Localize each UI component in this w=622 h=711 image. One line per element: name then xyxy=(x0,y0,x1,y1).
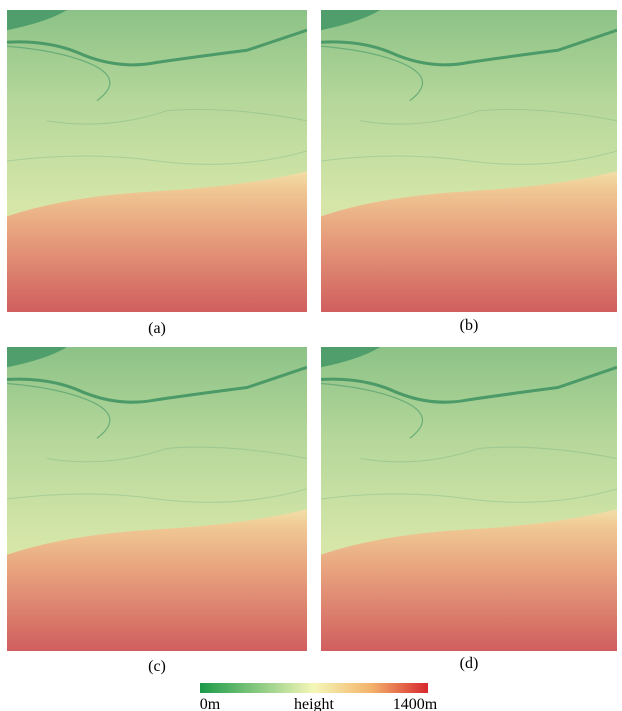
colorbar-title: height xyxy=(294,696,335,711)
panel-label: (b) xyxy=(460,317,479,334)
heightmap xyxy=(7,10,307,312)
heightmap xyxy=(321,347,617,651)
heightmap xyxy=(7,347,307,651)
panel-label: (a) xyxy=(148,320,166,337)
colorbar-min: 0m xyxy=(200,696,221,711)
panel-label: (d) xyxy=(460,655,479,672)
panel-label: (c) xyxy=(148,658,166,675)
colorbar-max: 1400m xyxy=(393,696,438,711)
heightmap xyxy=(321,10,617,312)
colorbar xyxy=(200,683,428,693)
